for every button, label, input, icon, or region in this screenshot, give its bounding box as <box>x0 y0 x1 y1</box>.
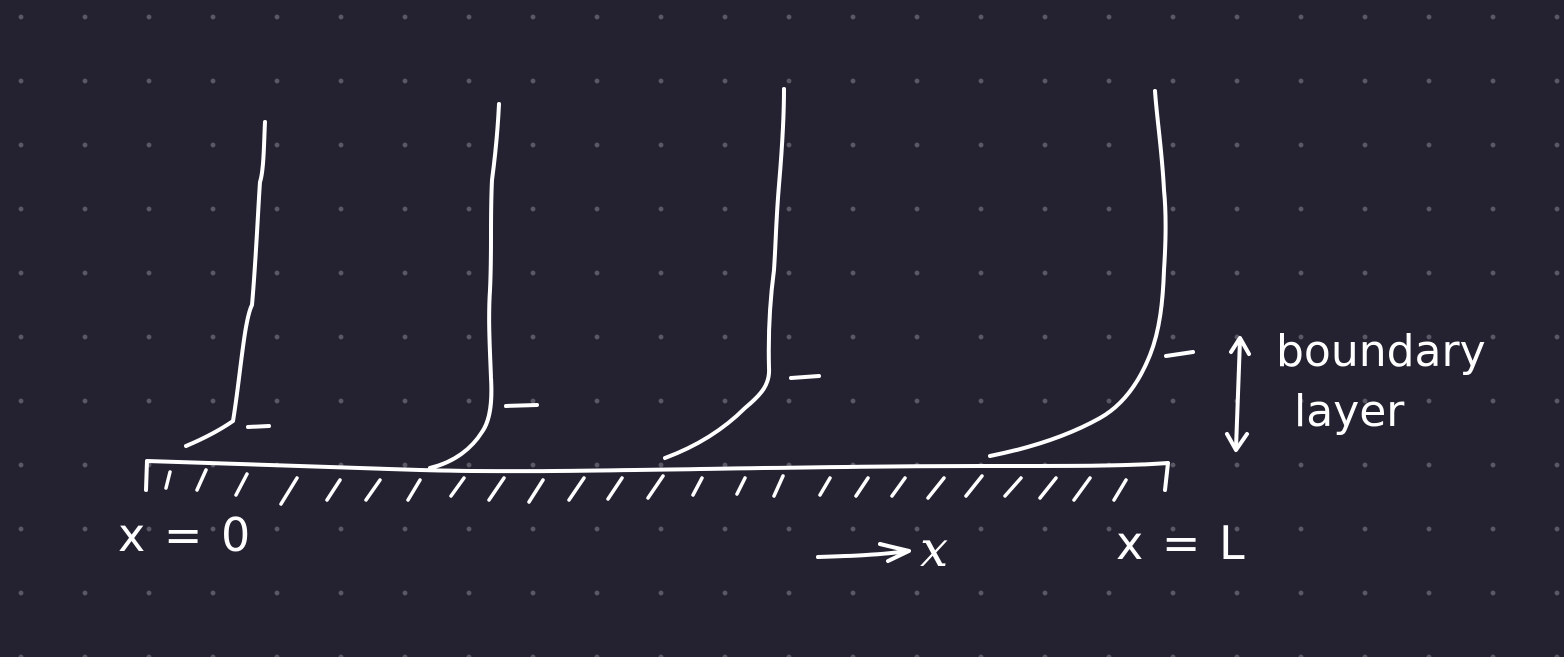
edge-tick-1 <box>246 424 271 429</box>
label-boundary: boundary <box>1276 326 1486 377</box>
x-direction-arrow <box>816 542 911 563</box>
edge-tick-4 <box>1164 350 1195 358</box>
plate-hatching <box>164 468 1128 506</box>
velocity-profile-2 <box>428 102 501 470</box>
label-x-axis: x <box>920 520 949 578</box>
label-layer: layer <box>1294 386 1405 437</box>
velocity-profile-1 <box>184 120 267 448</box>
label-x-start: x = 0 <box>118 508 253 562</box>
edge-tick-2 <box>504 403 539 408</box>
label-x-end: x = L <box>1116 516 1247 570</box>
velocity-profile-4 <box>988 89 1168 458</box>
edge-tick-3 <box>789 374 821 380</box>
boundary-layer-arrow <box>1225 336 1251 452</box>
plate-line <box>144 459 1170 492</box>
velocity-profile-3 <box>663 87 786 460</box>
